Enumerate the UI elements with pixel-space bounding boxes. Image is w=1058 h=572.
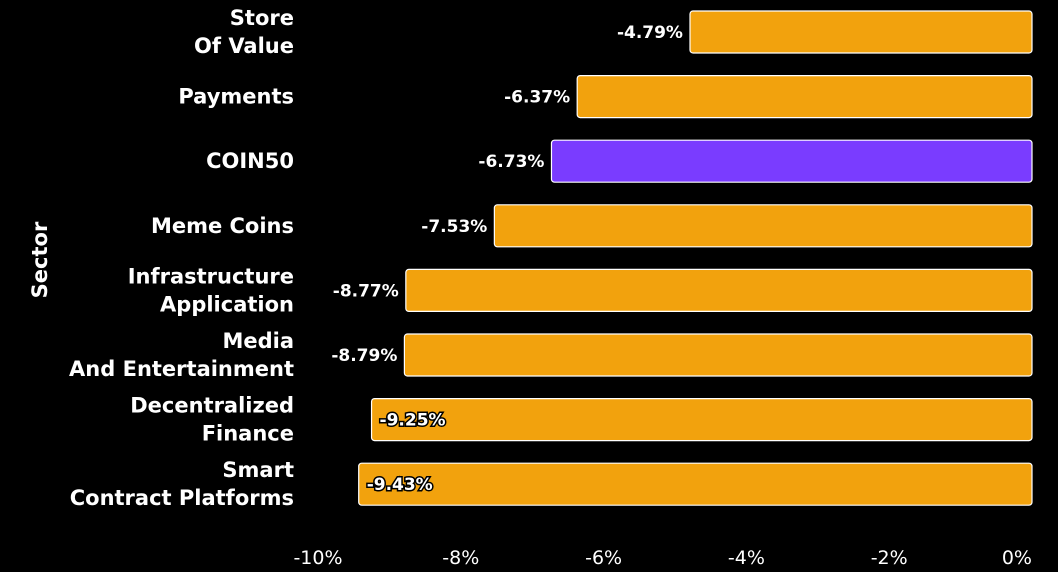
category-label-line: Infrastructure bbox=[128, 264, 294, 288]
value-label-7: -9.43% bbox=[367, 475, 433, 495]
category-label-line: Of Value bbox=[194, 34, 294, 58]
category-label-0: Store Of Value bbox=[194, 6, 294, 58]
value-label-1: -6.37% bbox=[504, 88, 570, 108]
value-label-6: -9.25% bbox=[380, 411, 446, 431]
category-label-line: Application bbox=[160, 292, 294, 316]
x-tick-label-2: -6% bbox=[585, 547, 622, 569]
x-tick-label-0: -10% bbox=[293, 547, 342, 569]
x-tick-label-1: -8% bbox=[442, 547, 479, 569]
bar-0 bbox=[689, 10, 1033, 54]
bar-4 bbox=[405, 268, 1033, 312]
x-tick-labels-group: -10% -8% -6% -4% -2% 0% bbox=[293, 547, 1032, 569]
category-label-line: Store bbox=[230, 6, 294, 30]
bar-5 bbox=[403, 333, 1033, 377]
category-label-line: Decentralized bbox=[130, 394, 294, 418]
bar-3 bbox=[493, 204, 1033, 248]
category-label-3: Meme Coins bbox=[151, 214, 294, 238]
category-label-5: Media And Entertainment bbox=[69, 329, 294, 381]
category-label-line: Media bbox=[222, 329, 294, 353]
value-label-5: -8.79% bbox=[331, 346, 397, 366]
category-labels-group: Store Of Value Payments COIN50 Meme Coins Inf… bbox=[69, 6, 294, 510]
value-label-2: -6.73% bbox=[478, 152, 544, 172]
category-label-7: Smart Contract Platforms bbox=[70, 458, 294, 510]
category-label-line: Finance bbox=[202, 422, 294, 446]
x-tick-label-4: -2% bbox=[871, 547, 908, 569]
category-label-line: Meme Coins bbox=[151, 214, 294, 238]
category-label-6: Decentralized Finance bbox=[130, 394, 294, 446]
x-tick-label-3: -4% bbox=[728, 547, 765, 569]
category-label-line: COIN50 bbox=[206, 149, 294, 173]
bar-7 bbox=[358, 462, 1033, 506]
x-tick-label-5: 0% bbox=[1002, 547, 1032, 569]
value-label-3: -7.53% bbox=[421, 217, 487, 237]
category-label-2: COIN50 bbox=[206, 149, 294, 173]
category-label-line: And Entertainment bbox=[69, 357, 294, 381]
category-label-1: Payments bbox=[178, 85, 294, 109]
value-label-0: -4.79% bbox=[617, 23, 683, 43]
category-label-line: Smart bbox=[222, 458, 294, 482]
bar-1 bbox=[576, 74, 1033, 119]
category-label-line: Contract Platforms bbox=[70, 486, 294, 510]
bars-group bbox=[358, 10, 1033, 506]
bar-2 bbox=[550, 139, 1033, 183]
value-label-4: -8.77% bbox=[333, 281, 399, 301]
category-label-4: Infrastructure Application bbox=[128, 264, 294, 316]
category-label-line: Payments bbox=[178, 85, 294, 109]
y-axis-title: Sector bbox=[28, 221, 52, 298]
bar-6 bbox=[370, 398, 1033, 442]
value-labels-group: -4.79% -6.37% -6.73% -7.53% -8.77% -8.79% -9.2… bbox=[331, 23, 683, 497]
